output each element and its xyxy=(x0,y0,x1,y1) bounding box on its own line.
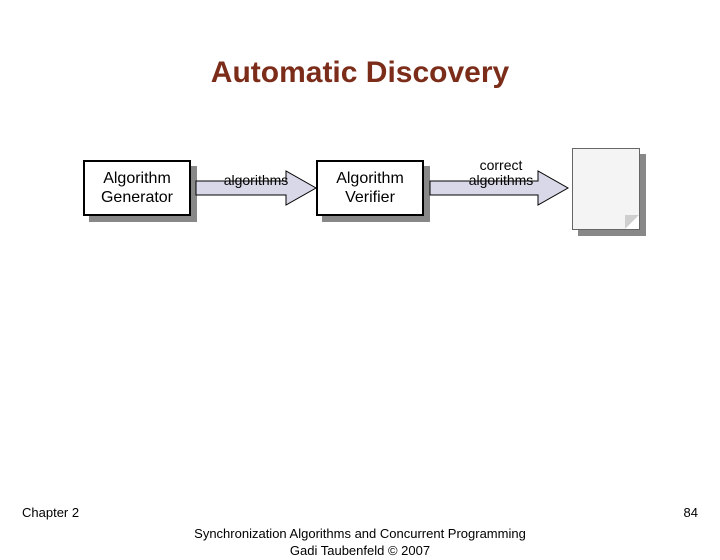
footer-page-number: 84 xyxy=(684,505,698,520)
footer-line: Gadi Taubenfeld © 2007 xyxy=(0,543,720,560)
edge-label-line: algorithms xyxy=(462,173,540,188)
footer-line: Synchronization Algorithms and Concurren… xyxy=(0,526,720,543)
edge-label: algorithms xyxy=(220,173,292,188)
edge-label: correct algorithms xyxy=(462,158,540,189)
node-label-line: Algorithm xyxy=(103,169,171,188)
node-box: Algorithm Verifier xyxy=(316,160,424,216)
footer-attribution: Synchronization Algorithms and Concurren… xyxy=(0,526,720,560)
slide-title: Automatic Discovery xyxy=(0,56,720,90)
edge-label-line: correct xyxy=(462,158,540,173)
node-label-line: Generator xyxy=(101,188,173,207)
node-label-line: Algorithm xyxy=(336,169,404,188)
edge-label-line: algorithms xyxy=(224,172,289,188)
node-output-document xyxy=(572,148,640,230)
node-verifier: Algorithm Verifier xyxy=(316,160,424,216)
node-box: Algorithm Generator xyxy=(83,160,191,216)
flow-diagram: Algorithm Generator algorithms Algorithm… xyxy=(0,160,720,290)
node-generator: Algorithm Generator xyxy=(83,160,191,216)
node-label-line: Verifier xyxy=(345,188,395,207)
footer-chapter: Chapter 2 xyxy=(22,505,79,520)
document-icon xyxy=(572,148,640,230)
